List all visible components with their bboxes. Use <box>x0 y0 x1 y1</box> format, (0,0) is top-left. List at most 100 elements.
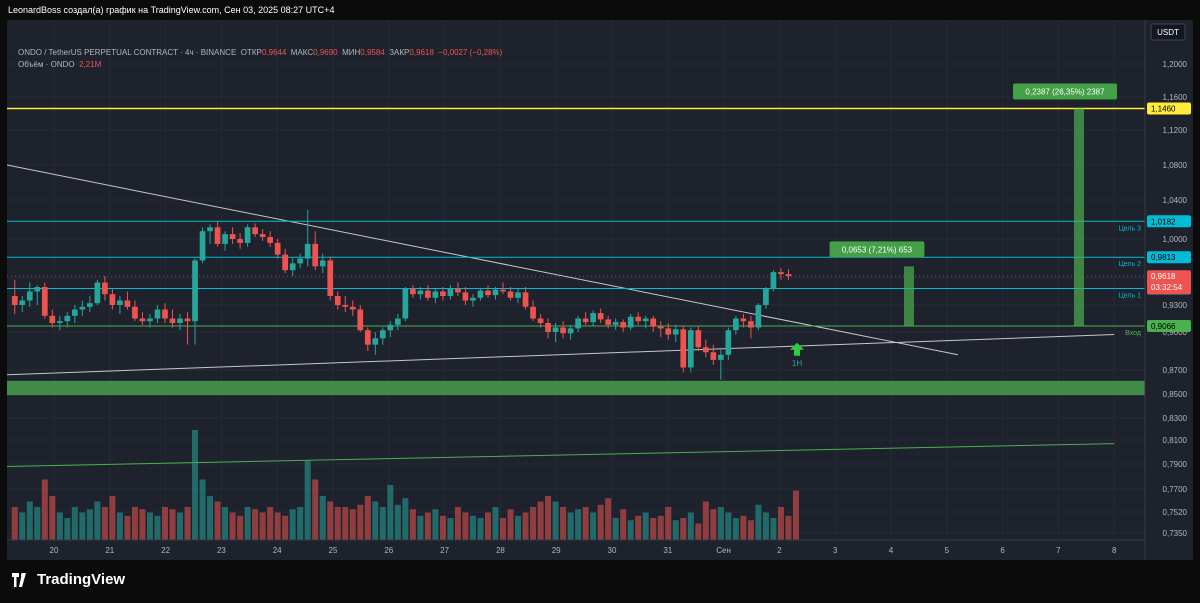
candle-body <box>222 234 228 244</box>
volume-bar <box>432 509 439 540</box>
volume-bar <box>462 512 469 540</box>
level-tag: 0,9813 <box>1151 253 1176 262</box>
time-axis: 20 21 22 23 24 25 26 27 28 29 30 31 Сен 2 3 4 5 6 7 8 <box>7 539 1145 555</box>
volume-bar <box>612 518 619 540</box>
brand-name: TradingView <box>37 571 126 588</box>
measure-bar <box>904 266 914 327</box>
volume-bar <box>642 512 649 540</box>
volume-bar <box>650 518 657 540</box>
candle-body <box>94 282 101 304</box>
candle-body <box>349 306 356 310</box>
volume-bar <box>732 518 739 540</box>
volume-bar <box>282 515 289 540</box>
grid-lines <box>7 20 1145 540</box>
volume-bar <box>575 509 582 540</box>
volume-bar <box>785 515 792 540</box>
candle-body <box>372 338 379 345</box>
level-name: Вход <box>1125 330 1141 337</box>
candle-body <box>665 328 672 335</box>
price-axis: 1,2000 1,1600 1,1200 1,0800 1,0400 1,0000 0,96… <box>1144 20 1193 560</box>
chart-frame[interactable]: Цель 1 Цель 2 Цель 3 Вход 0,0653 (7,21%) 653… <box>7 20 1193 560</box>
candle-body <box>154 309 161 319</box>
volume-bar <box>672 520 679 540</box>
candle-body <box>642 318 649 322</box>
candle-body <box>492 289 499 296</box>
volume-bar <box>687 512 694 540</box>
volume-bar <box>567 512 574 540</box>
volume-bar <box>627 520 634 540</box>
time-tick-label: 29 <box>552 546 561 555</box>
time-tick-label: 21 <box>105 546 114 555</box>
candle-body <box>537 318 544 323</box>
time-tick-label: 7 <box>1056 546 1061 555</box>
time-tick-label: 20 <box>50 546 59 555</box>
price-tick-label: 0,8300 <box>1163 414 1188 423</box>
time-tick-label: 4 <box>889 546 894 555</box>
last-price-tag: 0,9618 <box>1151 272 1176 281</box>
level-tag: 1,0182 <box>1151 217 1176 226</box>
legend-volume-label: Объём · ONDO <box>18 60 75 69</box>
candle-body <box>748 321 754 328</box>
price-chart[interactable]: Цель 1 Цель 2 Цель 3 Вход 0,0653 (7,21%) 653… <box>7 20 1193 560</box>
legend-symbol-row: ONDO / TetherUS PERPETUAL CONTRACT · 4ч … <box>18 47 502 59</box>
volume-bar <box>770 518 777 540</box>
legend-volume: 2,21M <box>79 60 102 69</box>
candle-body <box>500 289 506 292</box>
candle-body <box>522 292 529 307</box>
volume-bar <box>342 507 349 540</box>
volume-bar <box>349 509 356 540</box>
volume-bar <box>439 515 446 540</box>
candle-body <box>627 316 634 328</box>
candle-body <box>462 292 469 301</box>
volume-bar <box>740 515 747 540</box>
time-tick-label: 8 <box>1112 546 1117 555</box>
candle-body <box>717 354 724 360</box>
candle-body <box>184 318 191 322</box>
price-tick-label: 0,7700 <box>1163 485 1188 494</box>
price-tick-label: 1,0400 <box>1163 196 1188 205</box>
volume-bar <box>297 507 304 540</box>
volume-bar <box>56 512 63 540</box>
candle-body <box>387 324 394 331</box>
candle-body <box>26 291 33 301</box>
candle-body <box>56 321 63 323</box>
candle-body <box>530 306 536 319</box>
candle-body <box>124 300 131 307</box>
trendline <box>7 164 959 356</box>
volume-bar <box>192 430 199 540</box>
candle-body <box>87 303 93 307</box>
volume-bar <box>177 512 184 540</box>
candle-body <box>259 234 266 238</box>
candle-body <box>319 260 326 267</box>
legend-close-label: ЗАКР <box>389 48 410 57</box>
volume-bar <box>725 512 732 540</box>
volume-bar <box>289 509 296 540</box>
candle-body <box>11 296 18 305</box>
candle-body <box>477 290 484 298</box>
volume-bar <box>530 507 537 540</box>
candle-body <box>763 288 769 305</box>
time-tick-label: 30 <box>608 546 617 555</box>
candle-body <box>552 327 559 332</box>
volume-bar <box>304 460 311 540</box>
volume-bar <box>79 512 86 540</box>
level-tag-bg <box>1147 251 1191 264</box>
candle-body <box>680 329 687 368</box>
volume-bar <box>620 509 627 540</box>
candle-body <box>410 288 416 295</box>
candle-body <box>19 300 26 305</box>
candle-body <box>447 288 454 296</box>
candle-body <box>132 306 138 319</box>
volume-bar <box>717 507 724 540</box>
volume-bar <box>86 509 93 540</box>
candle-body <box>282 254 289 271</box>
candle-body <box>710 352 717 360</box>
volume-bar <box>184 507 191 540</box>
volume-bar <box>755 504 762 540</box>
volume-bar <box>469 515 476 540</box>
volume-bar <box>274 512 281 540</box>
candle-body <box>237 239 243 243</box>
candle-body <box>485 290 491 296</box>
volume-bar <box>635 515 642 540</box>
volume-bar <box>417 515 424 540</box>
